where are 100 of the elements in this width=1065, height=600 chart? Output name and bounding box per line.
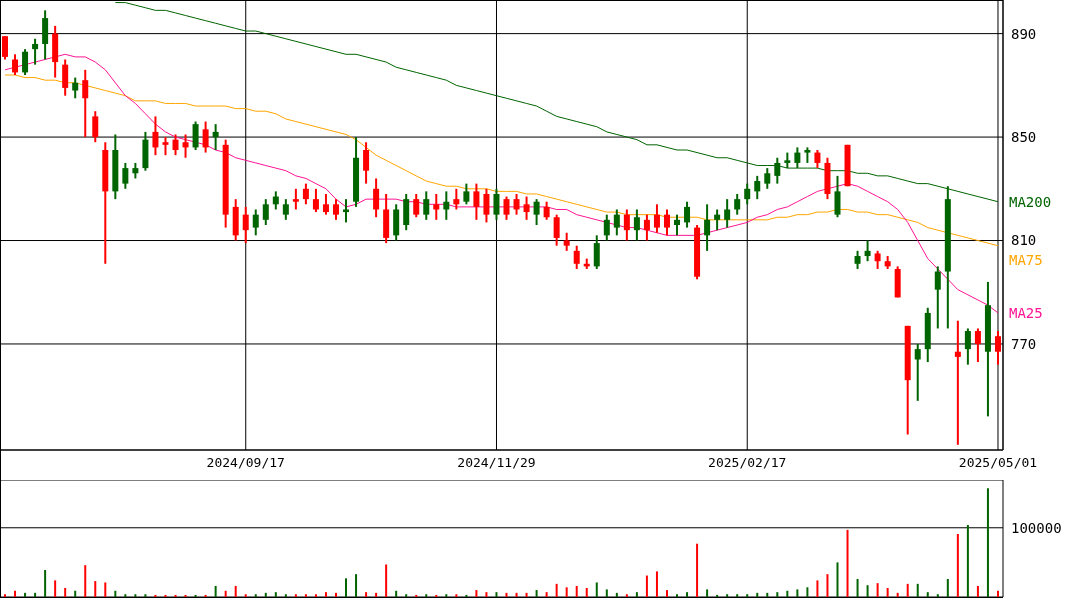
bar <box>545 592 548 597</box>
candlestick <box>322 192 329 216</box>
x-tick-label: 2025/02/17 <box>708 455 787 471</box>
candlestick <box>764 167 771 190</box>
x-tick-label: 2025/05/01 <box>958 455 1038 471</box>
bar <box>776 592 779 597</box>
candlestick <box>834 174 841 219</box>
candlestick <box>553 213 560 247</box>
candlestick <box>854 249 861 270</box>
bar <box>976 585 979 597</box>
candlestick <box>282 198 289 221</box>
candlestick <box>302 182 309 206</box>
candlestick <box>814 149 821 170</box>
candlestick <box>172 133 179 157</box>
candlestick <box>744 182 751 206</box>
bar <box>274 592 277 597</box>
bar <box>134 594 137 597</box>
bar <box>164 594 167 597</box>
candlestick <box>543 200 550 221</box>
bar <box>4 594 6 597</box>
candlestick <box>794 146 801 170</box>
candlestick <box>603 213 610 242</box>
candlestick <box>453 187 460 211</box>
bar <box>605 589 608 597</box>
candlestick <box>122 161 129 190</box>
candlestick <box>423 190 430 221</box>
bar <box>946 579 949 597</box>
bar <box>14 590 17 597</box>
bar <box>916 583 919 597</box>
candlestick <box>774 156 781 185</box>
candlestick <box>92 110 99 144</box>
bar <box>314 594 317 597</box>
bar <box>334 592 337 597</box>
bar <box>856 579 859 597</box>
candlestick <box>954 319 961 446</box>
candlestick <box>463 182 470 206</box>
bar <box>174 594 177 597</box>
candlestick <box>343 198 350 224</box>
candlestick <box>413 192 420 219</box>
bar <box>575 585 578 597</box>
candlestick <box>864 239 871 263</box>
candlestick <box>523 195 530 221</box>
bar <box>756 592 759 597</box>
candlestick <box>473 182 480 221</box>
y-tick-label: 810 <box>1011 232 1037 249</box>
y-tick-label: 890 <box>1011 25 1037 42</box>
candlestick <box>363 141 370 185</box>
bar <box>44 570 47 597</box>
bar <box>264 592 267 597</box>
bar <box>535 590 538 597</box>
bar <box>385 564 388 597</box>
bar <box>34 592 37 597</box>
bar <box>806 587 809 597</box>
bar <box>375 592 378 597</box>
bar <box>746 594 749 597</box>
candlestick <box>433 192 440 221</box>
candlestick <box>724 198 731 229</box>
bar <box>324 592 327 597</box>
bar <box>655 571 658 597</box>
candlestick <box>623 208 630 242</box>
bar <box>475 590 478 597</box>
bar <box>565 587 568 597</box>
bar <box>866 585 869 597</box>
bar <box>766 592 769 597</box>
candlestick <box>663 208 670 237</box>
bar <box>645 575 648 597</box>
bar <box>595 582 598 597</box>
candlestick <box>312 187 319 214</box>
bar <box>665 590 668 597</box>
candlestick <box>633 208 640 242</box>
candlestick <box>613 208 620 237</box>
y-tick-label: 850 <box>1011 129 1037 146</box>
bar <box>495 592 498 597</box>
candlestick <box>152 115 159 157</box>
bar <box>74 590 77 597</box>
candlestick <box>734 192 741 216</box>
bar <box>736 594 739 597</box>
bar <box>926 592 929 597</box>
bar <box>304 594 307 597</box>
bar <box>425 594 428 597</box>
bar <box>284 594 287 597</box>
bar <box>455 594 458 597</box>
bar <box>485 592 488 597</box>
bar <box>956 534 959 597</box>
bar <box>615 592 618 597</box>
bar <box>94 581 97 597</box>
candlestick <box>82 68 89 139</box>
bar <box>906 583 909 597</box>
bar <box>465 594 468 597</box>
candlestick <box>563 231 570 252</box>
bar <box>966 525 969 597</box>
candlestick <box>252 208 259 237</box>
bar <box>294 594 297 597</box>
y-tick-label: 770 <box>1011 335 1037 352</box>
candlestick <box>292 187 299 211</box>
bar <box>435 594 438 597</box>
candlestick <box>503 195 510 221</box>
bar <box>54 580 57 597</box>
bar <box>345 578 348 597</box>
bar <box>796 589 799 597</box>
